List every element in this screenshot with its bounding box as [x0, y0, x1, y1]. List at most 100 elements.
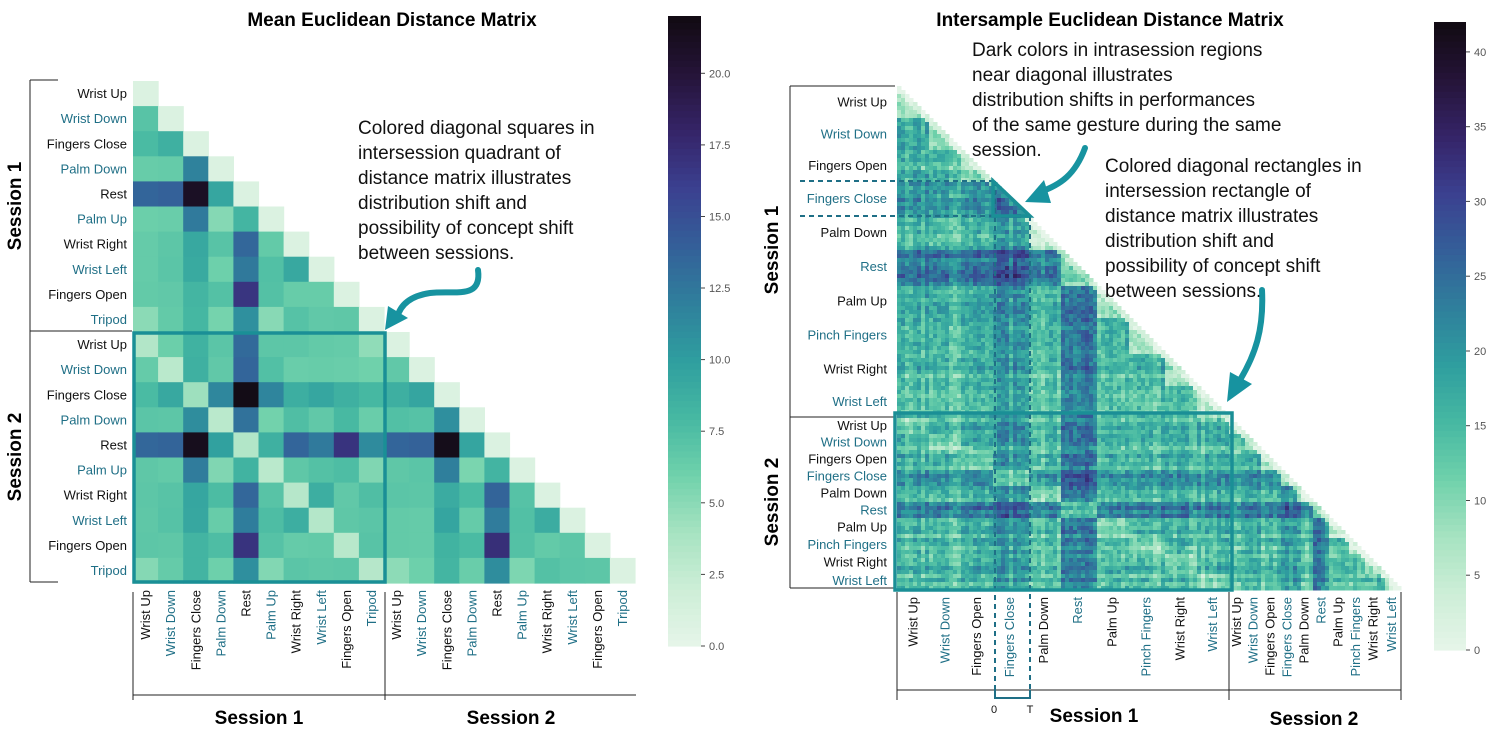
- heatmap-cell: [1113, 334, 1118, 339]
- heatmap-cell: [965, 346, 970, 351]
- heatmap-cell: [1025, 386, 1030, 391]
- heatmap-cell: [1029, 454, 1034, 459]
- heatmap-cell: [1013, 366, 1018, 371]
- heatmap-cell: [905, 130, 910, 135]
- heatmap-cell: [969, 278, 974, 283]
- heatmap-cell: [1001, 342, 1006, 347]
- heatmap-cell: [1005, 306, 1010, 311]
- heatmap-cell: [1149, 362, 1154, 367]
- heatmap-cell: [1225, 442, 1230, 447]
- heatmap-cell: [917, 458, 922, 463]
- heatmap-cell: [897, 158, 902, 163]
- heatmap-cell: [993, 454, 998, 459]
- heatmap-cell: [949, 286, 954, 291]
- heatmap-cell: [981, 318, 986, 323]
- heatmap-cell: [1257, 446, 1262, 451]
- heatmap-cell: [208, 532, 234, 559]
- heatmap-cell: [308, 306, 335, 333]
- heatmap-cell: [937, 306, 942, 311]
- heatmap-cell: [985, 206, 990, 211]
- heatmap-cell: [1049, 294, 1054, 299]
- heatmap-cell: [1081, 438, 1086, 443]
- heatmap-cell: [1057, 450, 1062, 455]
- heatmap-cell: [985, 310, 990, 315]
- heatmap-cell: [937, 434, 942, 439]
- heatmap-cell: [973, 222, 978, 227]
- heatmap-cell: [1021, 266, 1026, 271]
- heatmap-cell: [937, 442, 942, 447]
- heatmap-cell: [905, 306, 910, 311]
- heatmap-cell: [973, 362, 978, 367]
- heatmap-cell: [965, 434, 970, 439]
- heatmap-cell: [949, 318, 954, 323]
- heatmap-cell: [1077, 422, 1082, 427]
- heatmap-cell: [953, 190, 958, 195]
- heatmap-cell: [941, 258, 946, 263]
- heatmap-cell: [901, 430, 906, 435]
- heatmap-cell: [925, 194, 930, 199]
- heatmap-cell: [1117, 338, 1122, 343]
- heatmap-cell: [929, 302, 934, 307]
- heatmap-cell: [1081, 354, 1086, 359]
- heatmap-cell: [1001, 298, 1006, 303]
- heatmap-cell: [333, 482, 360, 509]
- heatmap-cell: [901, 270, 906, 275]
- heatmap-cell: [1037, 426, 1042, 431]
- heatmap-cell: [1041, 394, 1046, 399]
- heatmap-cell: [949, 438, 954, 443]
- heatmap-cell: [1053, 306, 1058, 311]
- heatmap-cell: [929, 366, 934, 371]
- heatmap-cell: [1185, 418, 1190, 423]
- heatmap-cell: [1193, 422, 1198, 427]
- heatmap-cell: [917, 286, 922, 291]
- heatmap-cell: [1121, 362, 1126, 367]
- heatmap-cell: [937, 370, 942, 375]
- heatmap-cell: [953, 398, 958, 403]
- heatmap-cell: [925, 466, 930, 471]
- heatmap-cell: [1025, 374, 1030, 379]
- heatmap-cell: [1125, 318, 1130, 323]
- heatmap-cell: [1041, 458, 1046, 463]
- heatmap-cell: [981, 370, 986, 375]
- heatmap-cell: [1133, 442, 1138, 447]
- heatmap-cell: [1125, 422, 1130, 427]
- heatmap-cell: [981, 386, 986, 391]
- heatmap-cell: [1049, 278, 1054, 283]
- heatmap-cell: [1145, 354, 1150, 359]
- heatmap-cell: [1149, 438, 1154, 443]
- heatmap-cell: [1145, 418, 1150, 423]
- heatmap-cell: [953, 414, 958, 419]
- heatmap-cell: [1117, 326, 1122, 331]
- heatmap-cell: [208, 306, 234, 333]
- heatmap-cell: [1053, 462, 1058, 467]
- heatmap-cell: [1041, 330, 1046, 335]
- heatmap-cell: [977, 378, 982, 383]
- heatmap-cell: [1149, 450, 1154, 455]
- heatmap-cell: [937, 322, 942, 327]
- heatmap-cell: [993, 330, 998, 335]
- heatmap-cell: [949, 366, 954, 371]
- colorbar-segment: [668, 627, 701, 634]
- heatmap-cell: [929, 354, 934, 359]
- colorbar-tick-label: 5.0: [709, 498, 724, 510]
- heatmap-cell: [989, 286, 994, 291]
- heatmap-cell: [1013, 318, 1018, 323]
- heatmap-cell: [913, 390, 918, 395]
- heatmap-cell: [1041, 418, 1046, 423]
- heatmap-cell: [1041, 254, 1046, 259]
- heatmap-cell: [981, 242, 986, 247]
- heatmap-cell: [925, 338, 930, 343]
- heatmap-cell: [133, 256, 159, 283]
- heatmap-cell: [1017, 298, 1022, 303]
- heatmap-cell: [1005, 394, 1010, 399]
- heatmap-cell: [997, 290, 1002, 295]
- heatmap-cell: [1085, 354, 1090, 359]
- heatmap-cell: [905, 414, 910, 419]
- heatmap-cell: [909, 314, 914, 319]
- heatmap-cell: [1049, 450, 1054, 455]
- heatmap-cell: [158, 206, 184, 233]
- heatmap-cell: [949, 346, 954, 351]
- heatmap-cell: [957, 170, 962, 175]
- heatmap-cell: [1041, 354, 1046, 359]
- heatmap-cell: [1101, 458, 1106, 463]
